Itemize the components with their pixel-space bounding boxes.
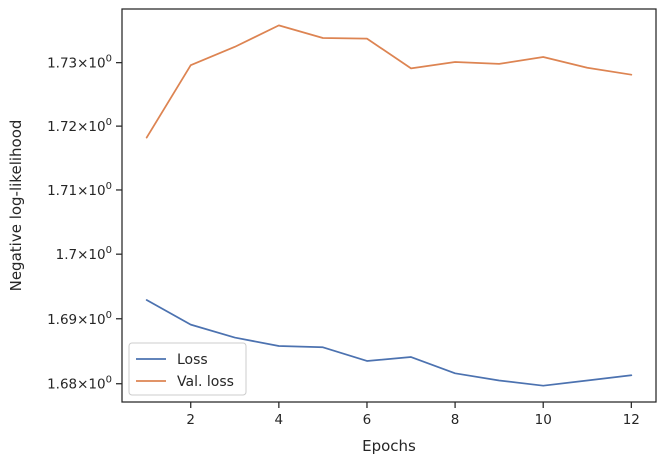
x-tick-label: 10	[535, 412, 552, 428]
plot-area	[145, 24, 633, 387]
x-tick-label: 2	[186, 412, 195, 428]
y-tick-label: 1.73×100	[47, 54, 112, 72]
y-tick-label: 1.68×100	[47, 375, 112, 393]
series-line-val-loss	[145, 24, 633, 139]
y-axis-title: Negative log-likelihood	[7, 120, 25, 292]
legend-label: Loss	[177, 352, 208, 368]
y-tick-label: 1.7×100	[56, 245, 112, 263]
x-tick-label: 6	[363, 412, 372, 428]
series-line-loss	[145, 299, 633, 387]
x-axis-title: Epochs	[362, 437, 416, 455]
x-axis: 2 4 6 8 10 12	[186, 402, 640, 428]
x-tick-label: 4	[275, 412, 284, 428]
y-axis: 1.68×100 1.69×100 1.7×100 1.71×100 1.72×100 1…	[47, 54, 122, 393]
legend-box	[128, 342, 247, 396]
axes-frame	[121, 8, 657, 403]
x-tick-label: 12	[623, 412, 640, 428]
y-tick-label: 1.71×100	[47, 181, 112, 199]
y-tick-label: 1.72×100	[47, 117, 112, 135]
legend: Loss Val. loss	[128, 342, 247, 396]
legend-label: Val. loss	[177, 374, 234, 390]
y-tick-label: 1.69×100	[47, 310, 112, 328]
x-tick-label: 8	[451, 412, 460, 428]
